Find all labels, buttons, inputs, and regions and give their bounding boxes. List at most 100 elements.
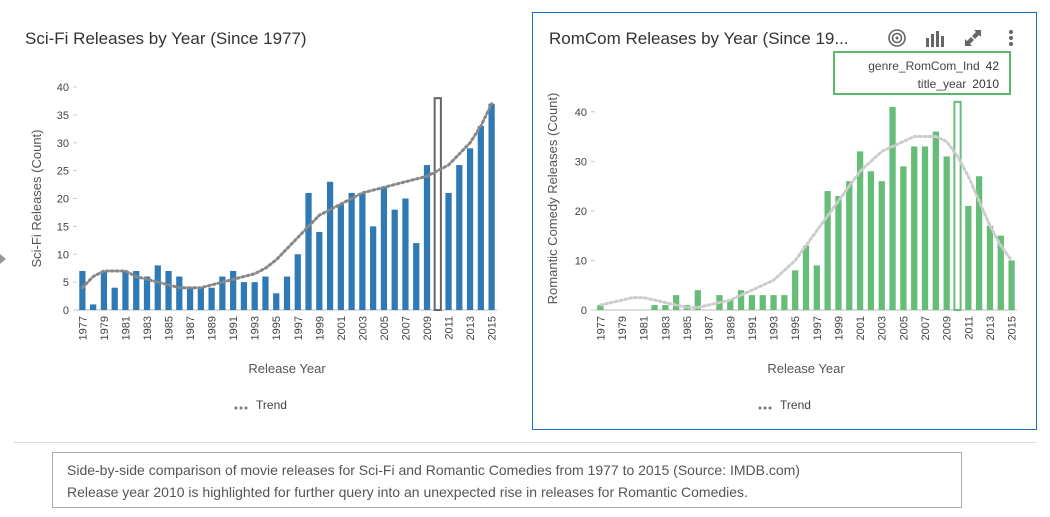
bar-2007 xyxy=(402,198,409,310)
x-axis-title: Release Year xyxy=(767,361,845,376)
x-tick-label: 2013 xyxy=(465,316,477,340)
scifi-chart: 0 5 10 15 20 25 30 35 40 1977 1979 1981 1983 1985 1987… xyxy=(29,82,499,376)
bar-1995 xyxy=(273,293,280,310)
chart-toolbar xyxy=(886,27,1022,49)
x-tick-label: 1989 xyxy=(207,316,219,340)
x-tick-label: 1991 xyxy=(228,316,240,340)
x-tick-label: 1981 xyxy=(639,316,651,340)
x-tick-label: 1985 xyxy=(164,316,176,340)
x-tick-label: 2001 xyxy=(336,316,348,340)
bar-2004 xyxy=(889,106,896,310)
x-tick-label: 1987 xyxy=(185,316,197,340)
bar-2004 xyxy=(370,226,377,310)
y-tick-label: 0 xyxy=(63,305,69,317)
x-tick-label: 1987 xyxy=(704,316,716,340)
x-tick-label: 1993 xyxy=(250,316,262,340)
bar-2007 xyxy=(921,146,929,310)
bar-1984 xyxy=(673,295,680,310)
bar-1992 xyxy=(240,282,248,310)
bar-1980 xyxy=(111,287,118,310)
tooltip-row: title_year 2010 xyxy=(917,77,999,91)
trend-legend-icon xyxy=(234,399,248,413)
x-tick-label: 2003 xyxy=(877,316,889,340)
y-axis-title: Sci-Fi Releases (Count) xyxy=(29,130,44,268)
x-tick-label: 2015 xyxy=(487,316,499,340)
x-tick-label: 1983 xyxy=(142,316,154,340)
bar-2006 xyxy=(911,146,918,310)
bar-1995 xyxy=(792,270,799,310)
x-tick-label: 2015 xyxy=(1007,316,1019,340)
bar-1993 xyxy=(770,295,777,310)
bar-2005 xyxy=(380,187,388,310)
x-tick-label: 1979 xyxy=(99,316,111,340)
caption-line: Side-by-side comparison of movie release… xyxy=(67,462,800,478)
x-tick-label: 1989 xyxy=(725,316,737,340)
bar-2012 xyxy=(456,165,463,310)
bar-2000 xyxy=(326,181,334,310)
y-tick-label: 40 xyxy=(57,82,69,94)
bar-1997 xyxy=(813,265,820,310)
bar-2009 xyxy=(423,165,431,310)
bar-1983 xyxy=(143,276,151,310)
bar-2008 xyxy=(413,243,420,310)
x-tick-label: 1995 xyxy=(790,316,802,340)
y-tick-label: 15 xyxy=(57,221,69,233)
caption-line: Release year 2010 is highlighted for fur… xyxy=(67,484,748,500)
bar-2010 xyxy=(953,100,962,311)
bar-2003 xyxy=(878,181,885,310)
bar-2003 xyxy=(359,192,366,310)
chart-title: RomCom Releases by Year (Since 19... xyxy=(549,29,849,48)
bar-2001 xyxy=(337,204,344,310)
romcom-chart-panel: RomCom Releases by Year (Since 19... 0 10… xyxy=(532,12,1037,430)
bar-1991 xyxy=(748,295,756,310)
bar-1982 xyxy=(133,270,140,310)
bar-2015 xyxy=(1008,260,1015,310)
bar-1989 xyxy=(727,300,734,310)
expand-arrow-icon[interactable] xyxy=(0,254,6,264)
bar-2013 xyxy=(986,225,994,310)
y-axis-title: Romantic Comedy Releases (Count) xyxy=(545,93,560,305)
bar-1977 xyxy=(79,270,86,310)
x-tick-label: 1995 xyxy=(271,316,283,340)
bar-1984 xyxy=(154,265,161,310)
x-tick-label: 2003 xyxy=(357,316,369,340)
bar-1999 xyxy=(316,231,323,310)
bar-2008 xyxy=(932,131,939,310)
bar-chart-icon[interactable] xyxy=(924,27,946,49)
bar-2002 xyxy=(867,171,875,310)
more-vertical-icon[interactable] xyxy=(1000,27,1022,49)
x-tick-label: 2005 xyxy=(898,316,910,340)
x-tick-label: 1977 xyxy=(595,316,607,340)
bar-1982 xyxy=(651,305,658,310)
y-tick-label: 5 xyxy=(63,277,69,289)
y-tick-label: 30 xyxy=(575,156,587,168)
bar-2014 xyxy=(997,235,1004,310)
legend[interactable]: Trend xyxy=(9,398,512,413)
y-tick-label: 0 xyxy=(581,305,587,317)
x-tick-label: 2005 xyxy=(379,316,391,340)
bar-2000 xyxy=(846,181,853,310)
x-tick-label: 2001 xyxy=(855,316,867,340)
bar-1977 xyxy=(597,305,604,310)
legend[interactable]: Trend xyxy=(533,398,1036,413)
x-tick-label: 1997 xyxy=(293,316,305,340)
expand-icon[interactable] xyxy=(962,27,984,49)
bar-1993 xyxy=(251,282,258,310)
data-tooltip: genre_RomCom_Ind 42 title_year 2010 xyxy=(833,51,1011,95)
legend-label-trend: Trend xyxy=(780,398,811,413)
bar-2013 xyxy=(466,148,474,310)
y-tick-label: 20 xyxy=(57,194,69,206)
bar-1987 xyxy=(186,287,194,310)
bar-1988 xyxy=(197,287,204,310)
bar-1983 xyxy=(662,305,669,310)
x-tick-label: 1999 xyxy=(833,316,845,340)
bar-1979 xyxy=(100,270,108,310)
scifi-chart-panel: Sci-Fi Releases by Year (Since 1977) 0 5 1… xyxy=(8,12,513,430)
bar-1999 xyxy=(835,196,842,310)
x-tick-label: 2007 xyxy=(920,316,932,340)
x-tick-label: 1981 xyxy=(120,316,132,340)
bar-2005 xyxy=(900,166,907,310)
bar-2001 xyxy=(856,151,864,310)
x-tick-label: 2009 xyxy=(422,316,434,340)
target-icon[interactable] xyxy=(886,27,908,49)
